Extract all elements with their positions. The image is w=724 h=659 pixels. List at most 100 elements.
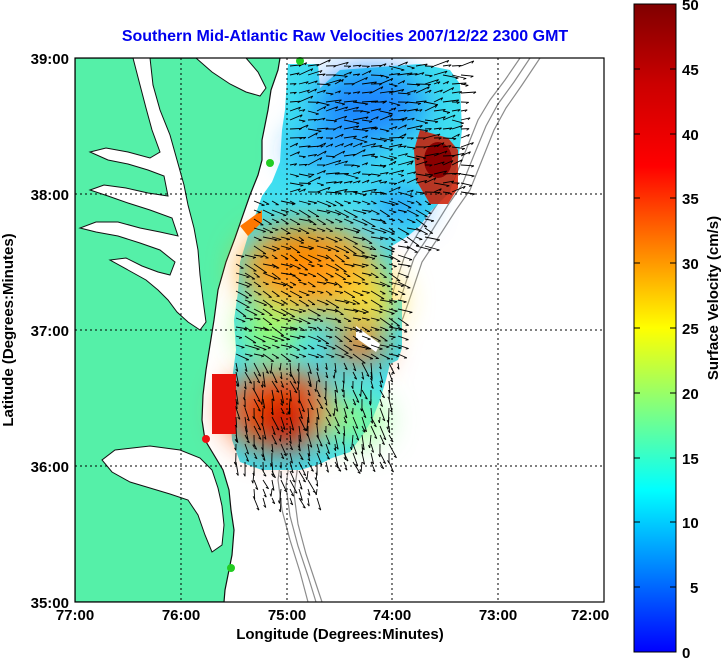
velocity-arrow <box>361 153 375 157</box>
velocity-arrow-head <box>279 475 282 479</box>
velocity-arrow-head <box>318 176 321 180</box>
velocity-arrow <box>342 380 345 393</box>
velocity-arrow <box>361 317 370 321</box>
velocity-arrow <box>451 152 465 157</box>
velocity-arrow <box>316 186 331 193</box>
velocity-arrow <box>262 209 275 216</box>
velocity-arrow-head <box>280 403 283 406</box>
velocity-arrow <box>433 188 442 193</box>
velocity-arrow-head <box>365 135 368 139</box>
velocity-arrow <box>298 254 313 263</box>
velocity-arrow-head <box>328 414 332 417</box>
velocity-arrow <box>361 299 368 304</box>
velocity-arrow <box>388 186 401 193</box>
velocity-arrow <box>397 326 408 333</box>
velocity-arrow-head <box>355 426 359 429</box>
velocity-arrow-head <box>430 174 434 177</box>
velocity-arrow-head <box>468 185 473 187</box>
velocity-arrow-head <box>374 436 378 439</box>
velocity-arrow-head <box>303 283 307 286</box>
velocity-arrow <box>343 106 359 112</box>
velocity-arrow <box>325 398 328 406</box>
velocity-arrow <box>289 425 292 435</box>
velocity-arrow-head <box>317 379 321 383</box>
velocity-arrow <box>325 191 341 194</box>
velocity-arrow <box>415 173 432 178</box>
velocity-arrow <box>433 150 448 157</box>
velocity-arrow <box>316 209 331 214</box>
velocity-arrow <box>280 227 291 234</box>
velocity-arrow-head <box>370 386 374 389</box>
velocity-arrow <box>307 157 323 166</box>
velocity-arrow <box>280 479 288 493</box>
velocity-arrow <box>280 326 296 330</box>
velocity-arrow-head <box>439 188 442 192</box>
velocity-arrow <box>361 290 370 294</box>
velocity-arrow <box>298 308 306 312</box>
velocity-arrow-head <box>366 65 370 69</box>
velocity-arrow <box>397 133 407 139</box>
velocity-arrow-head <box>366 111 370 114</box>
velocity-arrow <box>333 371 336 379</box>
velocity-arrow-head <box>281 411 285 415</box>
velocity-arrow-head <box>337 431 341 435</box>
velocity-arrow-head <box>317 191 321 194</box>
velocity-arrow <box>298 95 313 103</box>
velocity-arrow <box>460 109 468 112</box>
velocity-arrow-head <box>355 177 359 180</box>
velocity-arrow <box>424 236 440 241</box>
velocity-arrow-head <box>373 424 377 428</box>
velocity-arrow <box>379 272 387 278</box>
velocity-arrow <box>289 299 299 306</box>
velocity-arrow <box>270 488 273 497</box>
velocity-arrow-head <box>311 173 315 177</box>
velocity-arrow-head <box>394 85 398 88</box>
velocity-arrow-head <box>355 310 359 313</box>
velocity-arrow-head <box>238 337 243 339</box>
velocity-arrow-head <box>303 428 306 432</box>
velocity-arrow-head <box>302 120 306 123</box>
velocity-arrow <box>325 452 330 460</box>
velocity-arrow-head <box>395 203 399 206</box>
velocity-arrow-head <box>384 100 387 104</box>
x-tick-label: 76:00 <box>162 607 200 624</box>
velocity-arrow <box>379 155 394 161</box>
velocity-arrow <box>352 180 361 184</box>
velocity-arrow-head <box>281 456 285 460</box>
velocity-arrow <box>271 272 281 280</box>
velocity-arrow <box>253 200 265 206</box>
velocity-arrow-head <box>276 390 280 393</box>
velocity-arrow <box>370 254 378 257</box>
velocity-arrow-head <box>421 72 425 76</box>
velocity-arrow-head <box>387 430 391 434</box>
radar-stations <box>202 57 304 572</box>
velocity-arrow <box>334 245 350 253</box>
velocity-arrow-head <box>319 157 323 161</box>
velocity-arrow <box>307 335 322 342</box>
velocity-arrow <box>279 362 282 371</box>
station-marker <box>296 57 304 65</box>
velocity-arrow-head <box>459 91 462 94</box>
velocity-arrow <box>415 119 429 124</box>
velocity-arrow-head <box>310 469 314 472</box>
velocity-arrow <box>442 87 454 94</box>
velocity-arrow-head <box>422 157 427 160</box>
velocity-arrow <box>370 179 382 184</box>
velocity-arrow <box>388 371 394 383</box>
velocity-arrow <box>415 160 428 166</box>
velocity-arrow <box>289 335 301 339</box>
velocity-arrow <box>235 398 238 409</box>
velocity-arrow-head <box>246 440 250 444</box>
velocity-arrow <box>306 470 309 480</box>
velocity-arrow <box>262 335 278 342</box>
velocity-arrow-head <box>385 238 389 241</box>
velocity-arrow <box>325 308 338 312</box>
velocity-arrow <box>352 91 361 94</box>
velocity-arrow-head <box>461 148 465 151</box>
velocity-arrow <box>279 497 282 513</box>
velocity-arrow <box>388 425 391 433</box>
velocity-arrow <box>325 119 337 122</box>
velocity-arrow <box>334 150 345 157</box>
velocity-arrow <box>307 389 311 396</box>
